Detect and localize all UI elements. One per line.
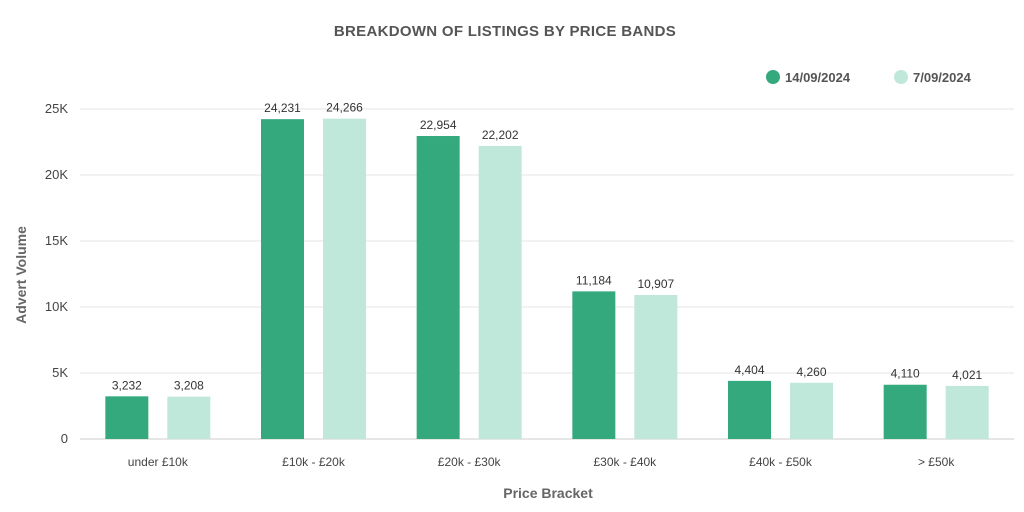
bar-0-0[interactable] <box>105 396 149 439</box>
bar-0-3[interactable] <box>572 291 616 439</box>
y-tick-label: 10K <box>45 299 68 314</box>
legend-item-1[interactable]: 7/09/2024 <box>894 70 972 85</box>
data-label: 24,266 <box>326 101 363 115</box>
legend-marker <box>894 70 908 84</box>
bar-1-0[interactable] <box>167 396 211 439</box>
data-label: 4,021 <box>952 368 982 382</box>
bar-0-4[interactable] <box>728 380 771 439</box>
gridlines <box>80 108 1014 440</box>
y-tick-label: 15K <box>45 233 68 248</box>
bar-1-2[interactable] <box>478 145 522 439</box>
data-label: 10,907 <box>637 277 674 291</box>
x-tick-label: under £10k <box>128 455 189 469</box>
data-label: 24,231 <box>264 101 301 115</box>
bar-1-4[interactable] <box>790 382 833 439</box>
bar-0-1[interactable] <box>261 119 304 439</box>
data-label: 4,110 <box>891 367 920 381</box>
data-label: 4,260 <box>796 365 826 379</box>
data-label: 3,232 <box>112 378 142 392</box>
x-axis-title: Price Bracket <box>503 485 593 501</box>
bar-0-5[interactable] <box>883 384 927 439</box>
bar-0-2[interactable] <box>416 136 460 439</box>
bar-1-1[interactable] <box>323 118 366 440</box>
legend-label: 14/09/2024 <box>785 70 851 85</box>
y-tick-label: 5K <box>52 365 68 380</box>
chart-title: BREAKDOWN OF LISTINGS BY PRICE BANDS <box>334 23 676 40</box>
y-tick-label: 25K <box>45 101 68 116</box>
y-tick-label: 0 <box>61 431 68 446</box>
x-axis-ticks: under £10k £10k - £20k £20k - £30k £30k - £… <box>128 455 956 469</box>
y-axis-title: Advert Volume <box>13 226 29 324</box>
legend-marker <box>766 70 780 84</box>
data-label: 11,184 <box>576 273 612 287</box>
x-tick-label: £40k - £50k <box>749 455 813 469</box>
legend-label: 7/09/2024 <box>913 70 972 85</box>
y-axis-ticks: 0 5K 10K 15K 20K 25K <box>45 101 68 446</box>
x-tick-label: £10k - £20k <box>282 455 346 469</box>
x-tick-label: £20k - £30k <box>438 455 502 469</box>
x-tick-label: > £50k <box>918 455 955 469</box>
legend[interactable]: 14/09/2024 7/09/2024 <box>766 70 972 85</box>
data-label: 22,202 <box>482 128 519 142</box>
y-tick-label: 20K <box>45 167 68 182</box>
bar-1-3[interactable] <box>634 295 678 439</box>
data-label: 4,404 <box>734 363 764 377</box>
legend-item-0[interactable]: 14/09/2024 <box>766 70 851 85</box>
data-label: 22,954 <box>420 118 457 132</box>
bars <box>105 118 989 440</box>
data-labels: 3,232 3,208 24,231 24,266 22,954 22,202 11,184… <box>112 101 983 393</box>
bar-1-5[interactable] <box>945 385 989 439</box>
x-tick-label: £30k - £40k <box>593 455 657 469</box>
data-label: 3,208 <box>174 379 204 393</box>
